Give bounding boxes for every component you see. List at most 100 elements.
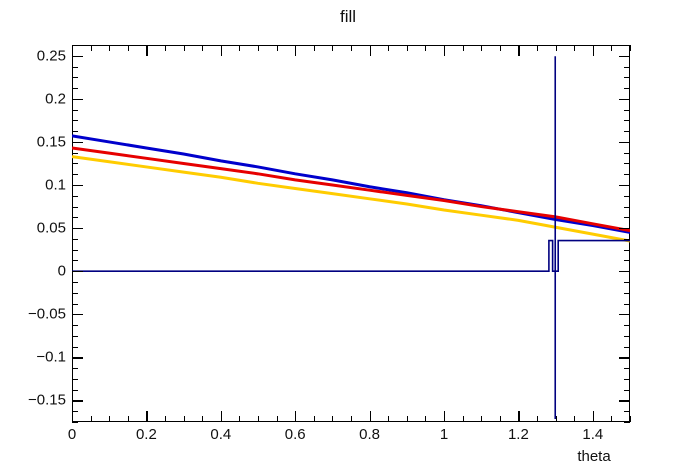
axis-tick — [444, 411, 446, 422]
axis-tick — [202, 45, 204, 51]
axis-tick — [555, 45, 557, 51]
axis-tick — [332, 416, 334, 422]
axis-tick — [72, 45, 74, 56]
x-tick-label: 0.8 — [359, 426, 381, 443]
axis-tick — [624, 260, 630, 262]
axis-tick — [72, 66, 78, 68]
axis-tick — [90, 416, 92, 422]
axis-tick — [72, 411, 78, 413]
axis-tick — [332, 45, 334, 51]
axis-tick — [624, 109, 630, 111]
axis-tick — [537, 416, 538, 422]
axis-tick — [619, 141, 630, 144]
red-curve — [72, 146, 630, 233]
y-tick-label: −0.1 — [36, 348, 66, 366]
axis-tick — [406, 416, 408, 422]
axis-tick — [72, 357, 83, 359]
axis-tick — [369, 45, 371, 56]
axis-tick — [220, 45, 222, 56]
axis-tick — [295, 45, 297, 56]
axis-tick — [611, 416, 613, 422]
axis-tick — [425, 45, 427, 51]
axis-tick — [72, 98, 83, 101]
axis-tick — [72, 120, 78, 122]
y-tick-label: −0.05 — [28, 305, 66, 323]
axis-tick — [624, 152, 630, 154]
axis-tick — [462, 416, 464, 422]
axis-tick — [619, 314, 630, 316]
y-tick-label: 0.2 — [45, 90, 66, 108]
axis-tick — [630, 45, 631, 51]
axis-tick — [313, 416, 315, 422]
axis-tick — [624, 346, 630, 348]
x-tick-label: 1.4 — [582, 426, 604, 443]
y-tick-label: 0 — [57, 262, 66, 280]
axis-tick — [619, 185, 630, 187]
axis-tick — [537, 45, 538, 51]
x-tick-label: 1.2 — [507, 426, 529, 443]
axis-tick — [624, 131, 630, 133]
chart-title: fill — [339, 7, 357, 26]
axis-tick — [165, 416, 166, 422]
axis-tick — [127, 416, 129, 422]
axis-tick — [624, 292, 630, 294]
axis-tick — [72, 238, 78, 240]
axis-tick — [444, 45, 446, 56]
axis-tick — [239, 416, 241, 422]
axis-tick — [276, 416, 278, 422]
axis-tick — [462, 45, 464, 51]
axis-tick — [239, 45, 241, 51]
navy-baseline-step — [72, 239, 630, 272]
axis-tick — [72, 55, 83, 57]
axis-tick — [127, 45, 129, 51]
axis-tick — [72, 271, 83, 273]
axis-tick — [624, 195, 630, 197]
axis-tick — [574, 45, 576, 51]
y-tick-label: 0.25 — [36, 47, 66, 65]
axis-tick — [72, 195, 78, 197]
x-tick-label: 0 — [67, 426, 77, 443]
axis-tick — [220, 411, 222, 422]
axis-tick — [518, 45, 520, 56]
axis-tick — [72, 368, 78, 370]
axis-tick — [72, 422, 78, 423]
blue-curve — [72, 134, 630, 234]
axis-tick — [624, 335, 630, 337]
axis-tick — [72, 88, 78, 90]
axis-tick — [406, 45, 408, 51]
axis-tick — [72, 141, 83, 144]
axis-tick — [72, 206, 78, 208]
axis-tick — [624, 238, 630, 240]
axis-tick — [72, 77, 78, 79]
axis-tick — [72, 325, 78, 327]
axis-tick — [624, 217, 630, 219]
axis-tick — [619, 400, 630, 402]
axis-tick — [388, 416, 390, 422]
y-tick-label: 0.05 — [36, 219, 66, 237]
axis-tick — [258, 416, 259, 422]
axis-tick — [72, 260, 78, 262]
axis-tick — [555, 416, 557, 422]
axis-tick — [146, 411, 148, 422]
axis-tick — [619, 98, 630, 101]
axis-tick — [388, 45, 390, 51]
axis-tick — [72, 303, 78, 305]
axis-tick — [165, 45, 166, 51]
axis-tick — [258, 45, 259, 51]
axis-tick — [109, 416, 111, 422]
axis-tick — [72, 152, 78, 154]
axis-tick — [295, 411, 297, 422]
axis-tick — [624, 389, 630, 391]
x-axis-title: theta — [577, 448, 611, 465]
axis-tick — [369, 411, 371, 422]
axis-tick — [518, 411, 520, 422]
axis-tick — [72, 109, 78, 111]
axis-tick — [425, 416, 427, 422]
axis-tick — [624, 422, 630, 423]
axis-tick — [619, 55, 630, 57]
axis-tick — [72, 185, 83, 187]
y-tick-label: −0.15 — [28, 391, 66, 409]
axis-tick — [499, 45, 501, 51]
axis-tick — [72, 163, 78, 165]
